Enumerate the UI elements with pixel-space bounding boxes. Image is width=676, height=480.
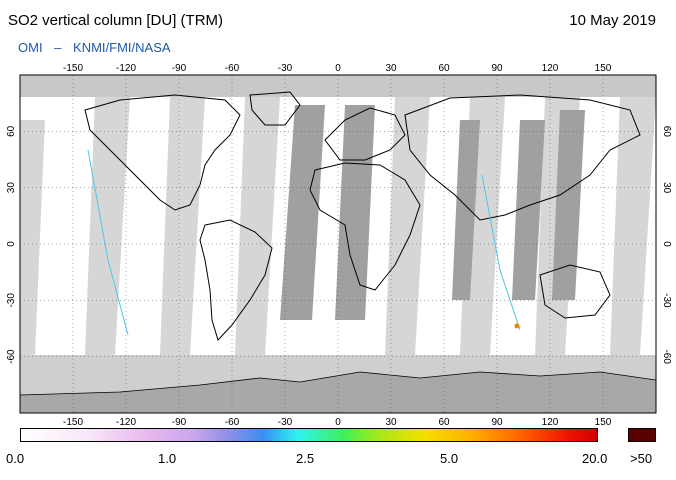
- antarctica-landmass: [20, 371, 656, 413]
- lon-tick-label-bottom: 120: [542, 417, 559, 428]
- lon-tick-label-top: -60: [225, 63, 240, 74]
- lon-tick-label-bottom: -120: [116, 417, 136, 428]
- colorbar: [20, 428, 598, 442]
- africa-coast: [309, 162, 421, 291]
- lat-tick-label-left: -30: [6, 293, 17, 308]
- south-america-coast: [199, 219, 273, 341]
- coastlines: [84, 91, 641, 341]
- lat-tick-label-left: 30: [6, 182, 17, 194]
- lat-tick-label-right: -60: [661, 349, 672, 364]
- lon-tick-label-bottom: 0: [335, 417, 341, 428]
- lon-tick-label-top: 150: [595, 63, 612, 74]
- lat-tick-label-right: 30: [661, 182, 672, 194]
- orbit-swaths-dark: [280, 105, 585, 320]
- colorbar-tick-label: 0.0: [6, 451, 25, 466]
- lon-tick-label-bottom: -30: [278, 417, 293, 428]
- lat-tick-label-right: 0: [661, 241, 672, 247]
- lat-tick-label-left: 60: [6, 125, 17, 137]
- lon-tick-label-top: -150: [63, 63, 83, 74]
- colorbar-tick-label: 5.0: [440, 451, 459, 466]
- lat-tick-label-right: -30: [661, 293, 672, 308]
- instrument-artifact-trace: [481, 174, 521, 331]
- map-frame: [19, 74, 657, 414]
- asia-coast: [404, 94, 641, 221]
- australia-coast: [539, 264, 611, 319]
- data-credit: OMI – KNMI/FMI/NASA: [18, 40, 179, 55]
- north-polar-cap: [20, 75, 656, 97]
- greenland-coast: [249, 91, 301, 126]
- lat-tick-label-left: 0: [6, 241, 17, 247]
- lon-tick-label-top: -120: [116, 63, 136, 74]
- map-title: SO2 vertical column [DU] (TRM): [8, 12, 224, 29]
- north-america-coast: [84, 94, 241, 211]
- lon-tick-label-bottom: 30: [385, 417, 397, 428]
- lon-tick-label-top: 0: [335, 63, 341, 74]
- gridlines: [20, 75, 656, 413]
- colorbar-tick-label: 20.0: [582, 451, 608, 466]
- colorbar-overflow-swatch: [628, 428, 656, 442]
- lon-tick-label-bottom: 150: [595, 417, 612, 428]
- colorbar-tick-label: >50: [630, 451, 653, 466]
- europe-coast: [324, 107, 406, 161]
- lat-tick-label-right: 60: [661, 126, 672, 138]
- lon-tick-label-top: -30: [278, 63, 293, 74]
- credit-instrument: OMI: [18, 40, 43, 55]
- map-date: 10 May 2019: [569, 12, 656, 29]
- lon-tick-label-top: 90: [491, 63, 503, 74]
- credit-institutions: KNMI/FMI/NASA: [73, 40, 171, 55]
- lon-tick-label-top: -90: [172, 63, 187, 74]
- lon-tick-label-bottom: 90: [491, 417, 503, 428]
- lon-tick-label-bottom: -150: [63, 417, 83, 428]
- axis-tick-labels: -150 -150 -120 -120 -90 -90 -60 -60 -30 -30 0 0 30 30…: [6, 63, 672, 428]
- lon-tick-label-bottom: -90: [172, 417, 187, 428]
- lon-tick-label-bottom: 60: [438, 417, 450, 428]
- instrument-artifact-trace: [87, 149, 129, 336]
- credit-separator: –: [54, 40, 62, 55]
- so2-hotspot: [514, 323, 520, 329]
- lon-tick-label-top: 30: [385, 63, 397, 74]
- lat-tick-label-left: -60: [6, 349, 17, 364]
- colorbar-tick-label: 2.5: [296, 451, 315, 466]
- lon-tick-label-top: 120: [542, 63, 559, 74]
- lon-tick-label-bottom: -60: [225, 417, 240, 428]
- colorbar-tick-label: 1.0: [158, 451, 177, 466]
- lon-tick-label-top: 60: [438, 63, 450, 74]
